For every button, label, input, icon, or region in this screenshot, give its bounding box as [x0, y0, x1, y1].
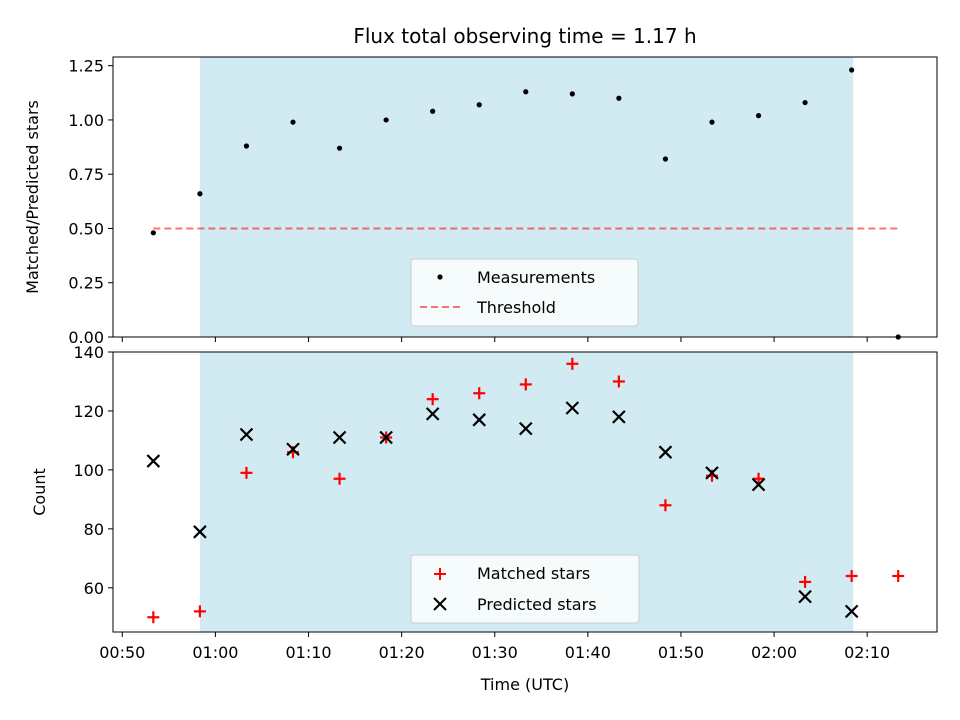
- top-y-tick-label: 1.00: [68, 111, 104, 130]
- x-axis-label: Time (UTC): [480, 675, 569, 694]
- matched-star-point: [612, 375, 625, 388]
- bottom-axes-frame: [112, 351, 938, 633]
- matched-star-point: [566, 357, 579, 370]
- measurement-point: [662, 156, 669, 162]
- top-panel: 0.00 0.25 0.50 0.75 1.00 1.25 Matched/Predict…: [23, 56, 938, 347]
- x-tick-label: 00:50: [99, 643, 145, 662]
- predicted-star-point: [518, 421, 533, 436]
- predicted-star-point: [239, 427, 254, 442]
- matched-star-point: [752, 472, 765, 485]
- predicted-star-point: [146, 454, 161, 468]
- legend-measurements-label: Measurements: [477, 268, 595, 287]
- legend-threshold-label: Threshold: [476, 298, 556, 317]
- matched-star-point: [240, 466, 253, 479]
- bottom-y-axis-label: Count: [30, 468, 49, 516]
- predicted-star-point: [425, 407, 440, 421]
- measurement-point: [755, 113, 762, 119]
- x-tick-label: 01:00: [192, 643, 238, 662]
- measurement-point: [243, 143, 250, 149]
- bottom-y-tick-label: 140: [73, 343, 104, 362]
- legend-predicted-marker: [433, 597, 447, 611]
- x-tick-label: 02:10: [844, 643, 890, 662]
- measurement-point: [616, 95, 622, 101]
- legend-predicted-label: Predicted stars: [477, 595, 597, 614]
- measurement-point: [569, 91, 575, 97]
- top-y-tick-label: 0.00: [68, 328, 104, 347]
- matched-star-point: [473, 387, 486, 400]
- predicted-star-point: [472, 413, 487, 427]
- bottom-y-tick-label: 80: [84, 520, 104, 539]
- top-y-axis-label: Matched/Predicted stars: [23, 100, 42, 294]
- top-y-tick-label: 0.75: [68, 165, 104, 184]
- predicted-star-point: [379, 430, 393, 445]
- legend-matched-marker: [434, 568, 446, 580]
- legend-measurement-marker: [437, 274, 443, 280]
- measurement-point: [336, 145, 343, 151]
- measurement-point: [523, 89, 529, 95]
- top-y-tick-label: 0.25: [68, 274, 104, 293]
- x-tick-label: 01:40: [565, 643, 611, 662]
- predicted-star-point: [844, 604, 859, 619]
- predicted-star-point: [612, 410, 626, 424]
- measurement-point: [150, 230, 156, 236]
- x-tick-label: 01:30: [472, 643, 518, 662]
- predicted-star-point: [565, 401, 580, 415]
- x-tick-label: 02:00: [751, 643, 797, 662]
- chart-title: Flux total observing time = 1.17 h: [353, 24, 696, 48]
- matched-star-point: [426, 393, 439, 406]
- bottom-y-tick-label: 100: [73, 461, 104, 480]
- legend-matched-label: Matched stars: [477, 564, 590, 583]
- top-y-tick-label: 1.25: [68, 57, 104, 76]
- measurement-point: [476, 102, 482, 108]
- measurement-point: [849, 67, 855, 73]
- measurement-point: [383, 117, 389, 123]
- matched-star-point: [845, 570, 858, 582]
- predicted-star-point: [751, 477, 766, 492]
- predicted-star-point: [798, 589, 812, 604]
- bottom-y-tick-label: 60: [84, 579, 104, 598]
- matched-star-point: [193, 605, 206, 618]
- matched-star-point: [659, 499, 672, 512]
- x-tick-label: 01:20: [379, 643, 425, 662]
- measurement-point: [709, 119, 715, 125]
- top-y-tick-label: 0.50: [68, 219, 104, 238]
- predicted-star-point: [332, 430, 347, 445]
- measurement-point: [290, 119, 296, 125]
- bottom-legend: Matched stars Predicted stars: [410, 554, 640, 624]
- bottom-panel: 60 80 100 120 140 00:50 01:00 01:10 01:20 01:30 0…: [30, 343, 938, 694]
- x-tick-label: 01:10: [285, 643, 331, 662]
- measurement-point: [430, 108, 436, 114]
- matched-star-point: [333, 472, 346, 485]
- measurement-point: [802, 99, 808, 106]
- predicted-star-point: [705, 466, 719, 480]
- matched-star-point: [147, 611, 160, 624]
- top-legend: Measurements Threshold: [410, 258, 639, 327]
- predicted-star-point: [658, 445, 673, 459]
- matched-star-point: [519, 378, 532, 391]
- predicted-star-point: [286, 442, 300, 457]
- x-tick-label: 01:50: [658, 643, 704, 662]
- matched-star-point: [799, 575, 812, 588]
- matched-star-point: [892, 570, 905, 582]
- measurement-point: [197, 191, 203, 197]
- bottom-y-tick-label: 120: [73, 402, 104, 421]
- predicted-star-point: [193, 525, 207, 539]
- top-axes-frame: [112, 56, 938, 338]
